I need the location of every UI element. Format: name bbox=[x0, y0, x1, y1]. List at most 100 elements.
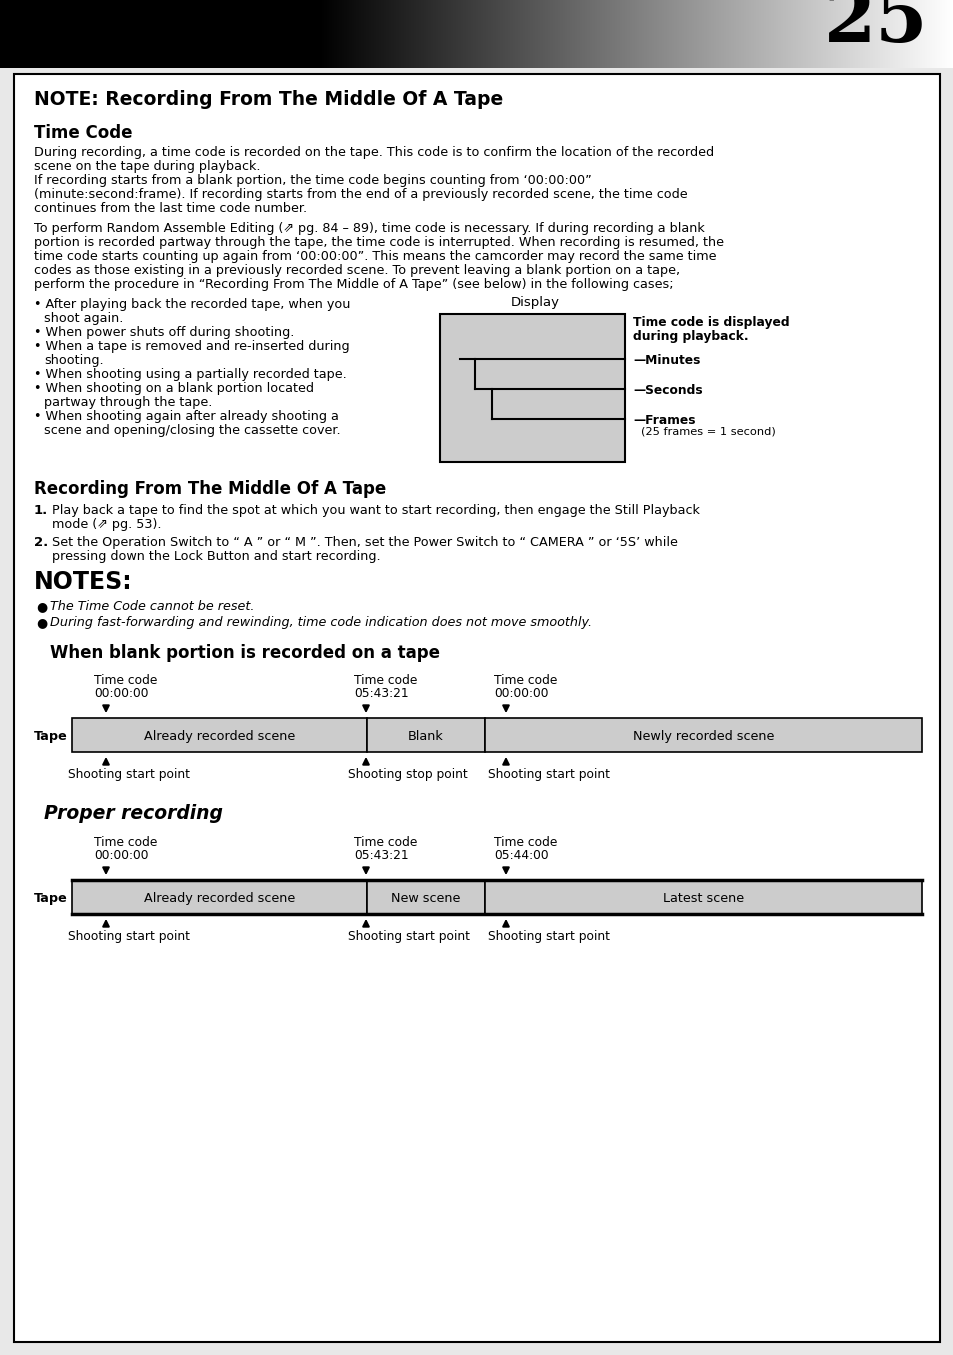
Bar bbox=[920, 0, 921, 68]
Bar bbox=[498, 0, 499, 68]
Bar bbox=[540, 0, 541, 68]
Bar bbox=[527, 0, 529, 68]
Bar bbox=[395, 0, 396, 68]
Bar bbox=[381, 0, 382, 68]
Bar bbox=[660, 0, 661, 68]
Bar bbox=[690, 0, 691, 68]
Bar bbox=[789, 0, 790, 68]
Text: 00:00:00: 00:00:00 bbox=[94, 687, 149, 701]
Bar bbox=[891, 0, 892, 68]
Bar bbox=[856, 0, 857, 68]
Bar bbox=[385, 0, 386, 68]
Bar bbox=[655, 0, 656, 68]
Text: Time code: Time code bbox=[94, 673, 157, 687]
Bar bbox=[641, 0, 642, 68]
Bar bbox=[895, 0, 896, 68]
Bar bbox=[365, 0, 366, 68]
Bar bbox=[566, 0, 567, 68]
Bar bbox=[935, 0, 936, 68]
Bar bbox=[484, 879, 921, 915]
Bar bbox=[752, 0, 753, 68]
Bar bbox=[638, 0, 639, 68]
Bar bbox=[915, 0, 916, 68]
Bar bbox=[323, 0, 324, 68]
Bar bbox=[462, 0, 463, 68]
Text: 1.: 1. bbox=[34, 504, 49, 518]
Bar bbox=[415, 0, 416, 68]
Bar bbox=[625, 0, 626, 68]
Bar bbox=[405, 0, 406, 68]
Bar bbox=[812, 0, 813, 68]
Bar bbox=[410, 0, 411, 68]
Bar bbox=[932, 0, 933, 68]
Bar bbox=[949, 0, 950, 68]
Bar bbox=[688, 0, 689, 68]
Bar bbox=[864, 0, 865, 68]
Bar bbox=[684, 0, 685, 68]
Bar bbox=[364, 0, 365, 68]
Bar bbox=[71, 718, 367, 752]
Bar bbox=[874, 0, 875, 68]
Bar bbox=[403, 0, 405, 68]
Bar bbox=[470, 0, 471, 68]
Bar bbox=[522, 0, 523, 68]
Bar bbox=[927, 0, 928, 68]
Bar bbox=[916, 0, 917, 68]
Bar bbox=[773, 0, 774, 68]
Bar bbox=[375, 0, 376, 68]
Bar bbox=[732, 0, 733, 68]
Bar bbox=[716, 0, 717, 68]
Text: • After playing back the recorded tape, when you: • After playing back the recorded tape, … bbox=[34, 298, 350, 312]
Bar bbox=[951, 0, 952, 68]
Bar bbox=[492, 0, 493, 68]
Bar bbox=[434, 0, 435, 68]
Text: Time code: Time code bbox=[354, 673, 416, 687]
Bar bbox=[427, 0, 428, 68]
Bar bbox=[656, 0, 657, 68]
Bar bbox=[792, 0, 793, 68]
Bar bbox=[348, 0, 349, 68]
Bar bbox=[846, 0, 847, 68]
Bar bbox=[507, 0, 509, 68]
Bar bbox=[367, 879, 484, 915]
Bar bbox=[530, 0, 531, 68]
Bar bbox=[486, 0, 488, 68]
Bar bbox=[485, 0, 486, 68]
Bar bbox=[672, 0, 673, 68]
Bar bbox=[354, 0, 355, 68]
Bar bbox=[659, 0, 660, 68]
Bar bbox=[945, 0, 946, 68]
Bar bbox=[731, 0, 732, 68]
Text: Tape: Tape bbox=[34, 892, 68, 905]
Bar bbox=[564, 0, 565, 68]
Text: Set the Operation Switch to “ A ” or “ M ”. Then, set the Power Switch to “ CAME: Set the Operation Switch to “ A ” or “ M… bbox=[52, 537, 678, 549]
Bar bbox=[882, 0, 883, 68]
Bar bbox=[788, 0, 789, 68]
Bar bbox=[713, 0, 714, 68]
Bar bbox=[747, 0, 748, 68]
Bar bbox=[509, 0, 510, 68]
Bar bbox=[848, 0, 849, 68]
Bar bbox=[698, 0, 699, 68]
Bar bbox=[579, 0, 580, 68]
Bar bbox=[828, 0, 829, 68]
Bar bbox=[676, 0, 677, 68]
Bar bbox=[544, 0, 545, 68]
Bar bbox=[760, 0, 761, 68]
Text: Shooting start point: Shooting start point bbox=[488, 768, 609, 780]
Bar bbox=[357, 0, 358, 68]
Bar bbox=[324, 0, 325, 68]
Bar bbox=[816, 0, 817, 68]
Text: continues from the last time code number.: continues from the last time code number… bbox=[34, 202, 307, 215]
Text: • When shooting using a partially recorded tape.: • When shooting using a partially record… bbox=[34, 369, 346, 381]
Bar bbox=[599, 0, 600, 68]
Bar bbox=[648, 0, 649, 68]
Text: Shooting start point: Shooting start point bbox=[348, 930, 470, 943]
Bar bbox=[738, 0, 739, 68]
Bar bbox=[871, 0, 872, 68]
Bar bbox=[399, 0, 400, 68]
Bar bbox=[595, 0, 596, 68]
Bar bbox=[603, 0, 604, 68]
Text: codes as those existing in a previously recorded scene. To prevent leaving a bla: codes as those existing in a previously … bbox=[34, 264, 679, 276]
Bar bbox=[669, 0, 670, 68]
